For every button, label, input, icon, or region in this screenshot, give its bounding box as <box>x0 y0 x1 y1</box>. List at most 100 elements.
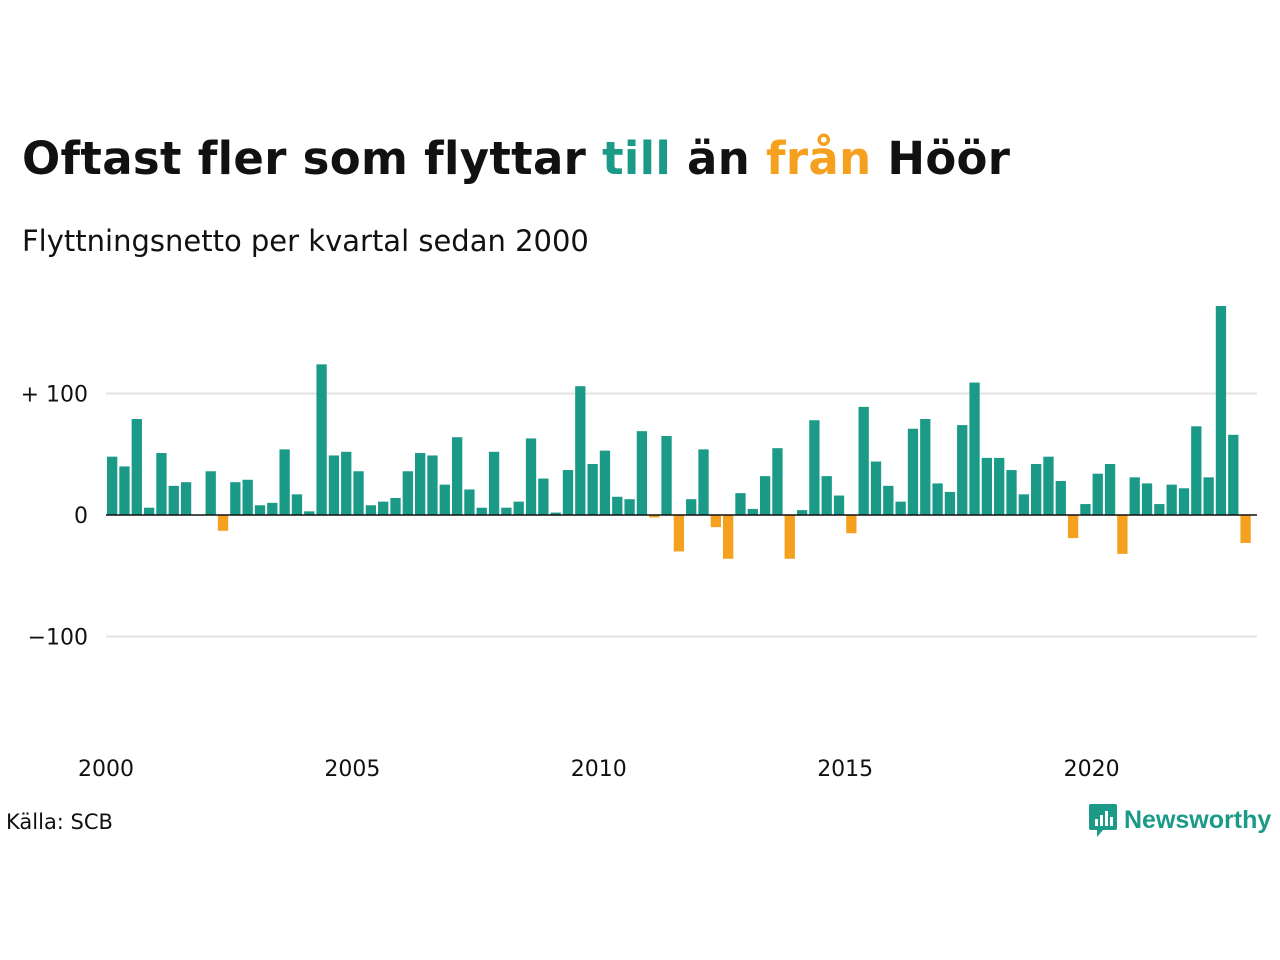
bar <box>599 450 611 516</box>
bar <box>858 406 869 516</box>
bar <box>501 507 512 515</box>
bar <box>439 484 450 516</box>
bar <box>1215 306 1227 515</box>
bar-chart: + 100 0 −100 2000 2005 2010 2015 2020 <box>21 306 1257 782</box>
bar <box>538 478 549 515</box>
bar <box>649 515 660 518</box>
bar <box>981 457 993 515</box>
bar <box>833 495 845 515</box>
bar <box>143 507 155 515</box>
bar <box>168 485 179 515</box>
bar <box>205 471 216 515</box>
source-note: Källa: SCB <box>6 810 113 834</box>
bar <box>612 496 623 515</box>
bar <box>390 497 401 515</box>
bar <box>1154 504 1165 515</box>
x-tick-label: 2020 <box>1064 757 1120 782</box>
newsworthy-logo-icon <box>1089 804 1117 837</box>
bar <box>1092 473 1103 515</box>
bar <box>267 502 278 515</box>
bar <box>1191 426 1202 516</box>
bar <box>1178 488 1190 515</box>
bar <box>698 449 709 515</box>
bar <box>180 482 192 515</box>
bar <box>661 436 672 515</box>
bar <box>1129 477 1140 515</box>
bar <box>119 466 130 515</box>
bar <box>107 456 118 515</box>
bar <box>328 455 340 515</box>
bar <box>476 507 487 515</box>
bar <box>415 453 426 515</box>
bar <box>624 499 635 515</box>
bar <box>587 463 598 515</box>
bar <box>550 512 561 515</box>
title-highlight-out: från <box>766 132 872 185</box>
bar <box>723 515 734 559</box>
bar <box>883 485 894 515</box>
bar <box>230 482 241 515</box>
bar <box>217 515 229 531</box>
bar <box>242 479 253 515</box>
bar <box>772 448 783 516</box>
bar <box>513 501 524 515</box>
bar <box>304 511 315 516</box>
bar <box>895 501 906 515</box>
bar <box>673 515 685 552</box>
bar <box>920 419 931 515</box>
bar <box>809 420 820 515</box>
bar <box>1067 515 1079 539</box>
bar <box>1080 504 1091 515</box>
bar <box>957 425 968 515</box>
brand-name: Newsworthy <box>1124 805 1272 834</box>
bar <box>944 491 956 516</box>
bar <box>488 451 500 515</box>
x-tick-label: 2010 <box>571 757 627 782</box>
bar <box>562 470 574 516</box>
bar <box>907 428 919 516</box>
bar <box>341 451 352 515</box>
bar <box>156 453 167 515</box>
bar <box>710 515 721 528</box>
bar <box>1006 470 1017 516</box>
brand-logo: Newsworthy <box>1088 802 1271 838</box>
bar <box>365 505 377 515</box>
bar <box>525 438 537 515</box>
bar <box>575 386 586 515</box>
title-part-3: Höör <box>871 132 1011 185</box>
bar <box>378 501 389 515</box>
bar <box>759 476 771 515</box>
bar <box>1117 515 1128 554</box>
bar <box>353 471 364 515</box>
y-tick-label: −100 <box>28 626 88 651</box>
bar <box>402 471 413 515</box>
bar <box>686 499 697 515</box>
bar <box>316 364 327 515</box>
bar <box>1166 484 1177 516</box>
bar <box>1141 483 1153 515</box>
bar <box>636 431 648 515</box>
bar <box>1228 434 1239 515</box>
bar <box>994 457 1005 515</box>
bar <box>279 449 290 515</box>
chart-title: Oftast fler som flyttar till än från Höö… <box>22 132 1010 185</box>
bar <box>451 437 463 515</box>
bar <box>131 419 142 515</box>
bar <box>1104 463 1116 515</box>
bar <box>291 494 303 516</box>
y-tick-label: 0 <box>74 504 88 529</box>
title-part-1: Oftast fler som flyttar <box>22 132 603 185</box>
bar <box>932 483 943 515</box>
bar <box>846 515 857 534</box>
bar <box>735 493 746 515</box>
bar <box>969 382 980 515</box>
y-tick-label: + 100 <box>21 383 88 408</box>
title-highlight-in: till <box>602 132 672 185</box>
bar <box>1240 515 1251 543</box>
bar <box>1043 456 1054 515</box>
bar <box>1055 480 1066 515</box>
x-tick-label: 2005 <box>324 757 380 782</box>
bar <box>464 489 475 516</box>
bar <box>254 505 266 515</box>
title-part-2: än <box>671 132 767 185</box>
